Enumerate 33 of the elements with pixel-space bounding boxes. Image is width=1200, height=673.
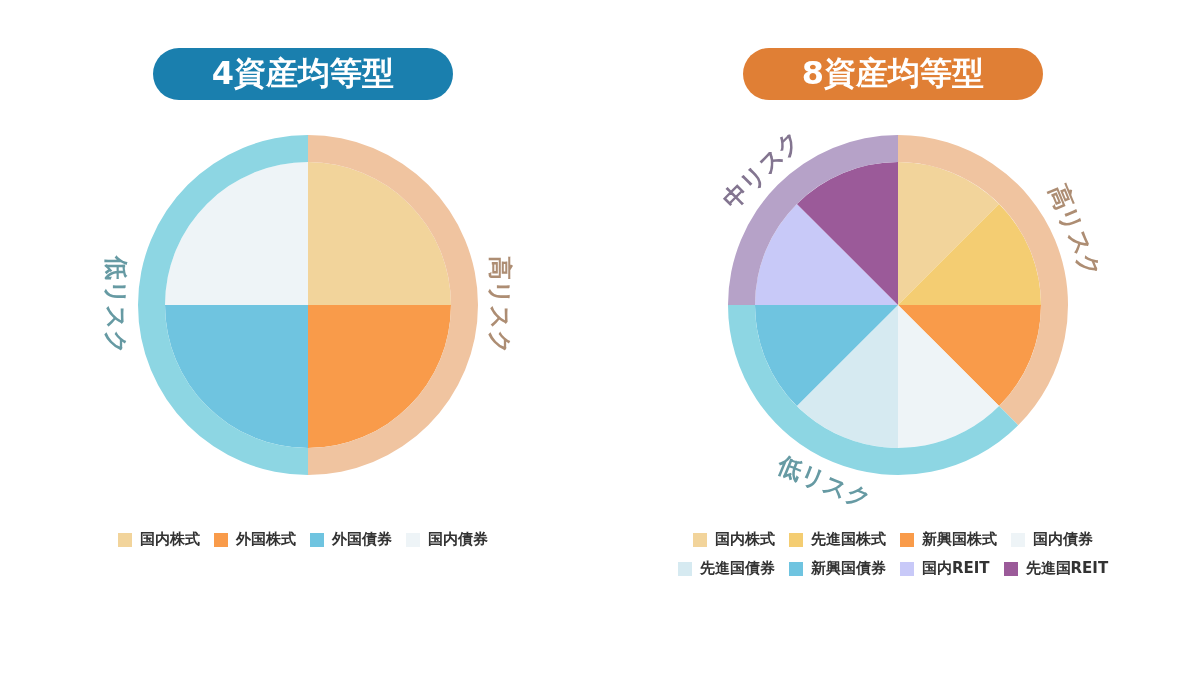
pie-slice bbox=[755, 203, 898, 305]
pie-slice bbox=[308, 305, 451, 448]
slice-label: 低リスク bbox=[102, 254, 130, 355]
chart-title: 4資産均等型 bbox=[153, 48, 453, 100]
legend-label: 新興国株式 bbox=[922, 530, 997, 549]
chart-title: 8資産均等型 bbox=[743, 48, 1043, 100]
pie-slice bbox=[796, 305, 898, 448]
pie-slice bbox=[898, 203, 1041, 305]
legend-label: 国内債券 bbox=[428, 530, 488, 549]
pie-slice bbox=[755, 305, 898, 407]
pie-slice bbox=[165, 162, 308, 305]
slice-label: 中リスク bbox=[717, 124, 808, 215]
donut-slice bbox=[138, 135, 308, 475]
pie-slice bbox=[308, 162, 451, 305]
legend-label: 国内株式 bbox=[715, 530, 775, 549]
legend-label: 先進国債券 bbox=[699, 559, 775, 578]
slice-label: 低リスク bbox=[772, 450, 876, 515]
legend-label: 先進国株式 bbox=[811, 530, 886, 549]
legend-label: 外国債券 bbox=[332, 530, 392, 549]
pie-slice bbox=[898, 162, 1000, 305]
legend-label: 国内株式 bbox=[140, 530, 200, 549]
pie-slice bbox=[165, 305, 308, 448]
legend-label: 外国株式 bbox=[236, 530, 296, 549]
donut-slice bbox=[308, 135, 478, 475]
pie-slice bbox=[898, 305, 1000, 448]
pie-slice bbox=[796, 162, 898, 305]
legend-label: 先進国REIT bbox=[1025, 559, 1109, 578]
legend-label: 新興国債券 bbox=[810, 559, 886, 578]
pie-slice bbox=[898, 305, 1041, 407]
slice-label: 高リスク bbox=[1043, 180, 1108, 283]
legend-label: 国内REIT bbox=[921, 559, 990, 578]
slice-label: 高リスク bbox=[486, 255, 514, 355]
legend-label: 国内債券 bbox=[1033, 530, 1093, 549]
